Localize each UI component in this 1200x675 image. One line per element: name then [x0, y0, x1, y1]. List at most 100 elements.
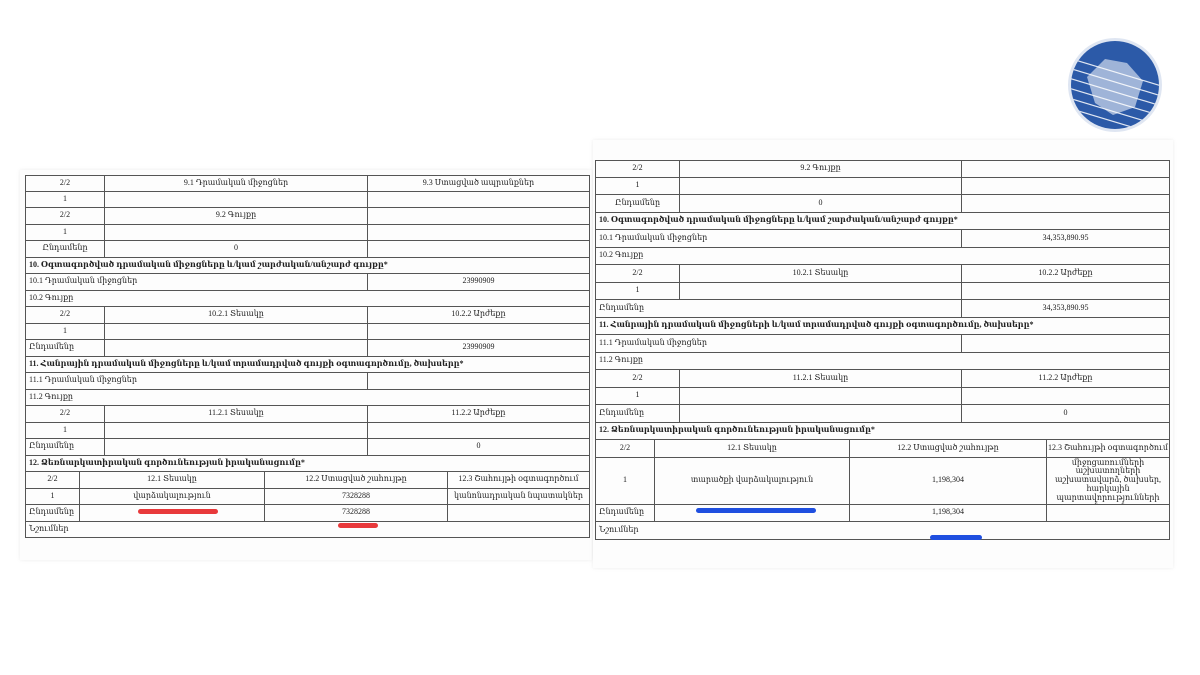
table-cell: վարձակալություն [80, 488, 265, 505]
table-cell: Նշումներ [595, 522, 1170, 540]
table-cell: 10. Օգտագործված դրամական միջոցները և/կամ… [25, 257, 590, 274]
table-cell: Ընդամենը [25, 241, 105, 258]
table-cell: Նշումներ [25, 521, 590, 538]
table-cell: 11.2.1 Տեսակը [105, 406, 368, 423]
table-cell: 2/2 [25, 307, 105, 324]
table-cell [962, 335, 1170, 353]
table-cell [105, 224, 368, 241]
table-cell: 1 [595, 177, 680, 195]
table-cell: 12.1 Տեսակը [655, 440, 850, 458]
table-cell: 1 [595, 457, 655, 505]
table-cell: 1 [25, 323, 105, 340]
table-cell: Ընդամենը [25, 505, 80, 522]
table-cell [962, 160, 1170, 178]
table-cell: 10.2.1 Տեսակը [680, 265, 962, 283]
table-cell [105, 422, 368, 439]
table-cell: Ընդամենը [25, 439, 105, 456]
table-cell: 11. Հանրային դրամական միջոցների և/կամ տր… [595, 317, 1170, 335]
table-cell [368, 208, 590, 225]
blue-underline [696, 508, 816, 513]
table-cell: 11.2.2 Արժեքը [368, 406, 590, 423]
table-cell: 11.2.1 Տեսակը [680, 370, 962, 388]
table-cell: 11.2 Գույքը [25, 389, 590, 406]
table-cell: 10.1 Դրամական միջոցներ [25, 274, 368, 291]
table-cell [105, 191, 368, 208]
table-cell [680, 177, 962, 195]
table-cell: 1 [25, 224, 105, 241]
table-cell: 2/2 [25, 472, 80, 489]
table-cell: 9.2 Գույքը [680, 160, 962, 178]
table-cell: 12.2 Ստացված շահույթը [265, 472, 448, 489]
table-cell: 1 [595, 282, 680, 300]
table-cell [680, 405, 962, 423]
table-cell: Ընդամենը [595, 300, 962, 318]
table-cell: 12.3 Շահույթի օգտագործում [448, 472, 590, 489]
table-cell [368, 241, 590, 258]
table-cell [368, 373, 590, 390]
table-cell [368, 224, 590, 241]
table-cell: 2/2 [595, 370, 680, 388]
table-cell: 10. Օգտագործված դրամական միջոցները և/կամ… [595, 212, 1170, 230]
table-cell: Ընդամենը [595, 504, 655, 522]
table-cell: 2/2 [25, 406, 105, 423]
red-underline [138, 509, 218, 514]
table-cell [105, 340, 368, 357]
table-cell [655, 504, 850, 522]
table-cell: 11.2.2 Արժեքը [962, 370, 1170, 388]
table-cell: 10.2.1 Տեսակը [105, 307, 368, 324]
table-cell: 1 [595, 387, 680, 405]
table-cell: 34,353,890.95 [962, 230, 1170, 248]
table-cell: Ընդամենը [595, 195, 680, 213]
table-cell: 12.1 Տեսակը [80, 472, 265, 489]
table-cell: տարածքի վարձակալություն [655, 457, 850, 505]
table-cell: կանոնադրական նպատակներ [448, 488, 590, 505]
table-cell: 9.3 Ստացված ապրանքներ [368, 175, 590, 192]
table-cell: 11.1 Դրամական միջոցներ [595, 335, 962, 353]
blue-underline [930, 535, 982, 540]
table-cell: 1 [25, 488, 80, 505]
table-cell: 12.3 Շահույթի օգտագործում [1047, 440, 1170, 458]
table-cell [80, 505, 265, 522]
table-cell: 23990909 [368, 340, 590, 357]
table-cell: 10.2.2 Արժեքը [368, 307, 590, 324]
table-cell: 2/2 [25, 208, 105, 225]
table-cell [368, 191, 590, 208]
table-cell [962, 195, 1170, 213]
table-cell: Անդամավճար միջոցառումների աշխատողների աշ… [1047, 457, 1170, 505]
table-cell: 1,198,304 [850, 504, 1047, 522]
table-cell [368, 422, 590, 439]
table-cell: Ընդամենը [25, 340, 105, 357]
table-cell: 11.2 Գույքը [595, 352, 1170, 370]
table-cell [448, 505, 590, 522]
table-cell [962, 282, 1170, 300]
table-cell: 1 [25, 422, 105, 439]
table-cell: 1 [25, 191, 105, 208]
table-cell: 10.2.2 Արժեքը [962, 265, 1170, 283]
table-cell: 0 [368, 439, 590, 456]
table-cell [962, 387, 1170, 405]
table-cell [105, 439, 368, 456]
table-cell [368, 323, 590, 340]
table-cell: 23990909 [368, 274, 590, 291]
logo [1068, 38, 1162, 132]
table-cell: 1,198,304 [850, 457, 1047, 505]
table-cell: 10.2 Գույքը [25, 290, 590, 307]
table-cell: 2/2 [595, 265, 680, 283]
red-underline [338, 523, 378, 528]
table-cell: 12. Ձեռնարկատիրական գործունեության իրակա… [25, 455, 590, 472]
right-document: 2/2 9.2 Գույքը 1 Ընդամենը 0 10. Օգտագործված դ… [593, 140, 1173, 568]
table-cell: 11. Հանրային դրամական միջոցները և/կամ տր… [25, 356, 590, 373]
table-cell [105, 323, 368, 340]
table-cell: 0 [680, 195, 962, 213]
table-cell [962, 177, 1170, 195]
table-cell: 9.1 Դրամական միջոցներ [105, 175, 368, 192]
table-cell [1047, 504, 1170, 522]
left-document: 2/2 9.1 Դրամական միջոցներ 9.3 Ստացված ապրա… [20, 170, 592, 560]
table-cell: 9.2 Գույքը [105, 208, 368, 225]
table-cell [680, 387, 962, 405]
table-cell: 12. Ձեռնարկատիրական գործունեության իրակա… [595, 422, 1170, 440]
table-cell: 2/2 [25, 175, 105, 192]
table-cell: 11.1 Դրամական միջոցներ [25, 373, 368, 390]
table-cell: 34,353,890.95 [962, 300, 1170, 318]
